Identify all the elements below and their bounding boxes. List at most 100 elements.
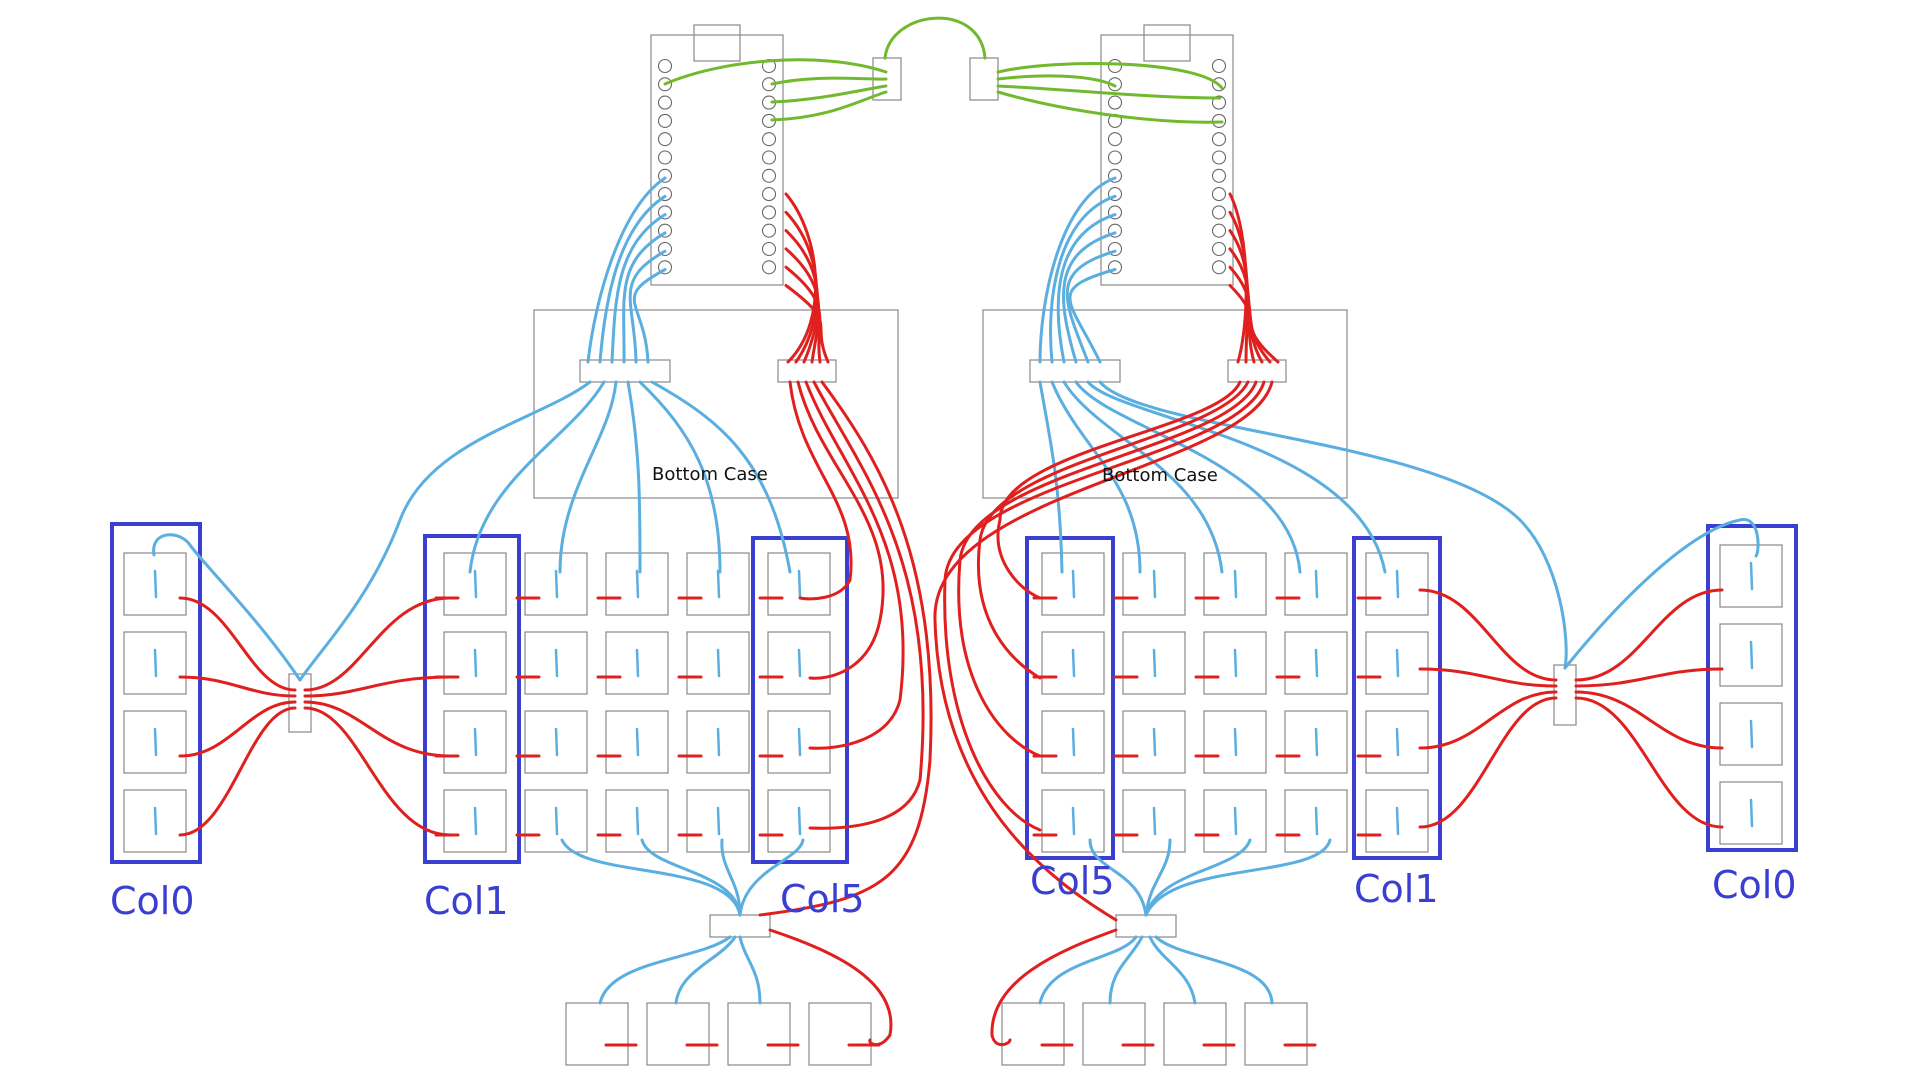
col5-label-right: Col5 xyxy=(1030,859,1115,903)
right-main-key-c4-r1 xyxy=(1365,631,1429,695)
right-mcu-pin-left xyxy=(1107,168,1123,183)
right-mcu-pin-right xyxy=(1211,168,1227,183)
right-main-key-col-tick xyxy=(1152,727,1157,757)
left-row-wire xyxy=(796,380,885,680)
left-main-key-col-tick xyxy=(635,648,640,678)
right-mcu-pin-left xyxy=(1107,132,1123,147)
left-main-key-col-tick xyxy=(797,727,802,757)
left-main-key-c2-r0 xyxy=(605,552,669,616)
link-wire xyxy=(770,76,888,86)
left-mcu-pin-right xyxy=(761,241,777,257)
left-main-key-col-tick xyxy=(716,727,721,757)
left-main-key-c1-r2 xyxy=(524,710,588,774)
right-col-wire-upper xyxy=(1038,176,1117,364)
right-mcu-pin-left xyxy=(1107,241,1123,257)
left-mcu-pin-left xyxy=(657,260,673,275)
left-mcu-pin-left xyxy=(657,241,673,257)
right-thumb-col-wire xyxy=(1144,838,1332,917)
left-col-wire-upper xyxy=(622,231,667,364)
right-main-key-col-tick xyxy=(1314,727,1319,757)
left-main-key-c0-r0 xyxy=(443,552,507,616)
right-col0-highlight-box xyxy=(1706,524,1798,852)
right-main-key-c4-r3 xyxy=(1365,789,1429,853)
right-col0-row-wire xyxy=(1418,696,1558,829)
right-col0-wire xyxy=(1563,518,1760,670)
left-mcu-pin-right xyxy=(761,187,777,202)
left-main-key-col-tick xyxy=(635,727,640,757)
left-mcu-pin-left xyxy=(657,187,673,202)
right-col0-row-wire xyxy=(1574,588,1724,682)
left-col-wire-col2 xyxy=(558,380,618,574)
left-col-wire-col1 xyxy=(468,380,606,574)
left-col0-row-wire xyxy=(178,596,297,692)
left-main-key-c1-r1 xyxy=(524,631,588,695)
left-main-key-c1-r3 xyxy=(524,789,588,853)
left-col0-key-c0-r1 xyxy=(123,631,187,695)
left-main-key-col-tick xyxy=(716,648,721,678)
link-wire xyxy=(770,84,888,104)
left-col0-key-c0-r2 xyxy=(123,710,187,774)
left-col0-row-wire xyxy=(178,700,297,758)
left-col-wire-upper xyxy=(628,249,667,364)
left-main-key-col-tick xyxy=(716,806,721,836)
right-row-wire xyxy=(977,380,1250,680)
right-mcu-pin-left xyxy=(1107,260,1123,275)
left-col0-key-col-tick xyxy=(153,648,158,678)
right-mcu-board xyxy=(1100,34,1234,286)
right-main-key-col-tick xyxy=(1233,727,1238,757)
right-mcu-pin-left xyxy=(1107,58,1123,74)
right-main-key-col-tick xyxy=(1071,727,1076,757)
right-col-wire-col1 xyxy=(1086,380,1387,574)
right-main-key-c2-r0 xyxy=(1203,552,1267,616)
left-thumb-key-c1-r0 xyxy=(646,1002,710,1066)
right-link-connector xyxy=(969,57,999,101)
right-mcu-pin-right xyxy=(1211,241,1227,257)
left-row-wire-upper xyxy=(784,284,830,364)
left-row-wire-thumb xyxy=(758,380,933,917)
link-wire xyxy=(996,90,1224,124)
left-row-wire xyxy=(804,380,905,750)
right-col0-key-c0-r2 xyxy=(1719,702,1783,766)
left-col-wire-col3 xyxy=(626,380,642,574)
right-main-key-c0-r0 xyxy=(1041,552,1105,616)
right-thumb-col-wire xyxy=(1148,935,1197,1005)
right-main-key-c3-r1 xyxy=(1284,631,1348,695)
left-col0-highlight-box xyxy=(110,522,202,864)
left-col0-row-wire xyxy=(178,675,297,698)
right-main-key-c0-r2 xyxy=(1041,710,1105,774)
right-main-key-col-tick xyxy=(1314,569,1319,599)
left-thumb-col-wire xyxy=(560,838,742,917)
right-main-key-col-tick xyxy=(1152,569,1157,599)
right-col0-key-col-tick xyxy=(1749,640,1754,670)
left-mcu-pin-right xyxy=(761,150,777,165)
right-col-wire-upper xyxy=(1056,213,1117,364)
right-main-key-c0-r3 xyxy=(1041,789,1105,853)
bottom-case-label-left: Bottom Case xyxy=(652,464,768,485)
left-thumb-col-wire xyxy=(720,838,742,917)
left-col0-row-wire xyxy=(178,706,297,837)
left-mcu-pin-left xyxy=(657,77,673,92)
right-thumb-col-wire xyxy=(1038,935,1138,1005)
right-col-wire-upper xyxy=(1062,231,1117,364)
left-main-key-c2-r1 xyxy=(605,631,669,695)
left-thumb-col-wire xyxy=(598,935,732,1005)
left-main-key-col-tick xyxy=(797,806,802,836)
left-main-key-col-tick xyxy=(473,806,478,836)
right-col0-key-c0-r1 xyxy=(1719,623,1783,687)
bottom-case-label-right: Bottom Case xyxy=(1102,465,1218,486)
left-col0-key-col-tick xyxy=(153,569,158,599)
right-main-key-col-tick xyxy=(1233,648,1238,678)
right-col0-row-wire xyxy=(1418,690,1558,750)
left-main-key-col-tick xyxy=(635,806,640,836)
right-mcu-pin-right xyxy=(1211,223,1227,238)
left-mcu-pin-left xyxy=(657,223,673,238)
left-main-key-col-tick xyxy=(554,569,559,599)
left-thumb-key-c3-r0 xyxy=(808,1002,872,1066)
left-thumb-key-c0-r0 xyxy=(565,1002,629,1066)
left-row-wire xyxy=(808,380,925,830)
right-thumb-key-c2-r0 xyxy=(1163,1002,1227,1066)
right-mcu-pin-left xyxy=(1107,223,1123,238)
left-bottom-case xyxy=(533,309,899,499)
left-col-wire-col5 xyxy=(650,380,792,574)
